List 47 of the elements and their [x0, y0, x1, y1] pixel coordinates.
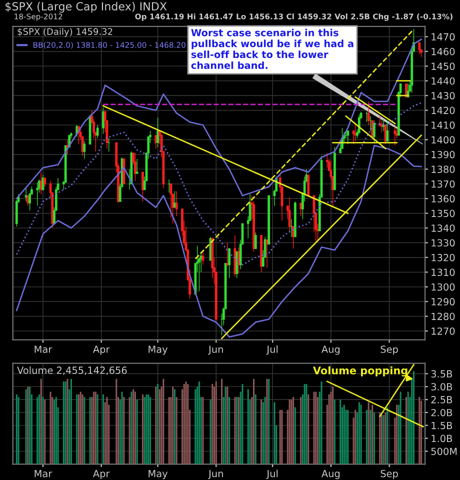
y-tick-label: 1.5B: [432, 422, 452, 430]
x-tick-label: Jul: [266, 470, 278, 480]
y-tick-label: 1290: [432, 298, 455, 306]
y-tick-label: 1460: [432, 48, 455, 56]
x-tick-label: Aug: [322, 346, 340, 355]
x-tick-label: May: [148, 470, 168, 480]
y-tick-label: 1360: [432, 195, 455, 202]
chart-title: Volume 2,455,142,656: [17, 366, 127, 375]
y-tick-label: 2.5B: [431, 396, 452, 404]
x-tick-label: Jun: [208, 470, 223, 480]
chart-title: $SPX (Large Cap Index) INDX: [6, 2, 167, 13]
y-tick-label: 1350: [432, 210, 455, 218]
y-tick-label: 1320: [432, 254, 455, 262]
x-tick-label: Aug: [322, 470, 340, 480]
x-tick-label: Apr: [93, 346, 110, 355]
y-tick-label: 1430: [432, 92, 455, 100]
x-tick-label: Jun: [208, 346, 223, 355]
x-tick-label: Mar: [34, 470, 52, 478]
x-tick-label: May: [148, 346, 168, 355]
y-tick-label: 500M: [431, 448, 457, 456]
y-tick-label: 3.0B: [431, 383, 452, 390]
y-tick-label: 1310: [432, 268, 455, 276]
y-tick-label: 3.5B: [431, 370, 452, 378]
y-tick-label: 1280: [432, 312, 455, 320]
y-tick-label: 1450: [432, 62, 455, 70]
x-tick-label: Apr: [93, 470, 110, 480]
x-tick-label: Mar: [34, 346, 52, 353]
y-tick-label: 1470: [432, 33, 455, 41]
y-tick-label: 1420: [432, 106, 455, 114]
y-tick-label: 1370: [432, 180, 455, 188]
annotation: Volume popping: [313, 366, 408, 377]
y-tick-label: 1270: [432, 327, 455, 335]
x-tick-label: Sep: [380, 470, 398, 480]
y-tick-label: 2.0B: [431, 408, 452, 416]
annotation: Worst case scenario in this pullback would be if we had a sell-off back to the lower channel band.: [191, 28, 354, 69]
annotation: $SPX (Daily) 1459.32: [18, 28, 112, 37]
y-tick-label: 1.0B: [432, 434, 452, 442]
y-tick-label: 1410: [432, 121, 455, 129]
y-tick-label: 1380: [432, 166, 455, 173]
y-tick-label: 1300: [432, 283, 455, 291]
y-tick-label: 1330: [432, 239, 455, 247]
y-tick-label: 1440: [432, 77, 455, 85]
y-tick-label: 1390: [432, 150, 455, 158]
x-tick-label: Jul: [266, 345, 278, 355]
y-tick-label: 1340: [432, 224, 455, 232]
x-tick-label: Sep: [380, 346, 398, 355]
y-tick-label: 1400: [432, 136, 455, 144]
